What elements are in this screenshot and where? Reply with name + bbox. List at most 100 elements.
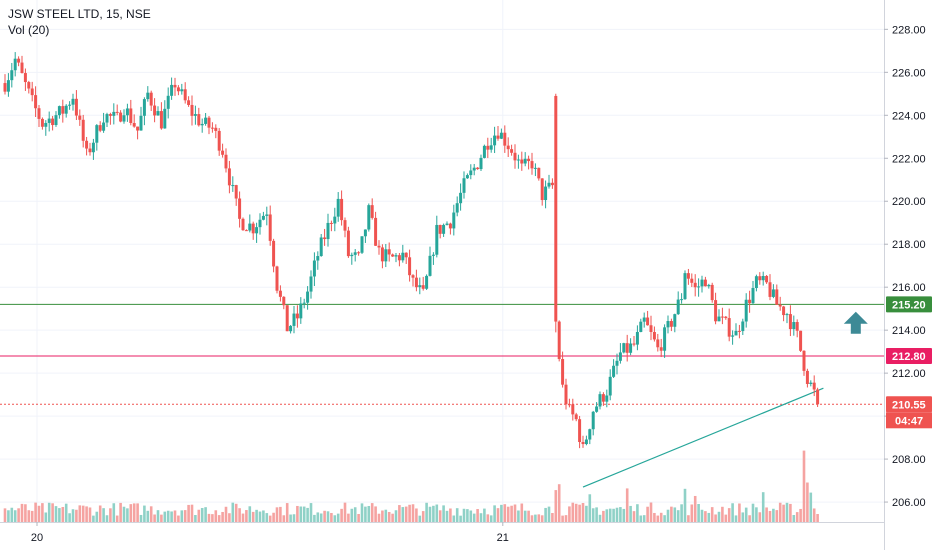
price-level-label-text: 215.20	[892, 299, 926, 311]
candle	[540, 178, 544, 206]
candle	[132, 114, 136, 128]
candle-body	[506, 145, 510, 150]
candle	[578, 415, 582, 449]
candle	[197, 107, 201, 127]
candle-body	[520, 159, 524, 164]
volume-bar	[119, 502, 122, 522]
candle	[64, 104, 68, 118]
volume-bar	[81, 505, 85, 522]
candle-body	[23, 73, 27, 83]
volume-bar	[51, 503, 54, 522]
candle	[523, 152, 527, 167]
candle-body	[710, 284, 714, 301]
candle-body	[758, 276, 762, 281]
price-level-label[interactable]: 215.20	[886, 296, 932, 313]
candle	[200, 118, 204, 133]
candle-body	[408, 257, 412, 276]
candle	[452, 204, 456, 236]
candle-body	[146, 92, 150, 100]
candle	[312, 252, 316, 287]
candle	[584, 435, 588, 446]
volume-bar	[272, 512, 275, 522]
volume-bar	[289, 514, 292, 522]
candle-body	[635, 331, 639, 345]
trendline-layer[interactable]	[582, 387, 824, 488]
volume-bar	[527, 510, 530, 522]
volume-bar	[568, 506, 571, 522]
candle-body	[299, 303, 303, 319]
volume-bar	[438, 510, 442, 522]
candle	[782, 305, 786, 322]
candle	[183, 82, 187, 104]
volume-bar	[204, 507, 207, 522]
candle	[180, 83, 184, 95]
volume-bar	[744, 507, 748, 522]
volume-bar	[326, 511, 330, 522]
price-level-label[interactable]: 210.55	[886, 396, 932, 413]
candlestick-series[interactable]	[3, 52, 820, 449]
candle	[292, 306, 296, 334]
candle	[421, 276, 425, 291]
up-arrow-shape	[843, 311, 868, 334]
volume-indicator-label[interactable]: Vol (20)	[8, 23, 50, 37]
candle-body	[37, 108, 41, 119]
candle	[210, 122, 214, 133]
volume-bar	[663, 515, 666, 522]
candle-body	[663, 327, 667, 351]
candle-body	[469, 170, 473, 176]
candle-body	[238, 198, 242, 219]
candle	[567, 398, 571, 408]
candle-body	[445, 223, 449, 225]
candle	[595, 402, 599, 413]
candle	[499, 128, 503, 140]
price-tick-label: 226.00	[892, 67, 926, 79]
candle	[251, 221, 255, 240]
candle	[622, 342, 626, 354]
price-level-label[interactable]: 212.80	[886, 347, 932, 364]
candle-body	[680, 299, 684, 301]
candle	[329, 220, 333, 232]
candle-body	[47, 118, 51, 123]
up-arrow-icon[interactable]	[843, 311, 868, 334]
candle-body	[200, 123, 204, 126]
candle	[217, 128, 221, 156]
candle-body	[6, 80, 10, 92]
volume-bar	[98, 505, 102, 522]
volume-bar	[160, 514, 163, 522]
volume-bar	[394, 510, 398, 522]
candle	[78, 109, 82, 126]
candle	[486, 137, 490, 159]
volume-bar	[738, 503, 741, 522]
volume-bar	[625, 488, 629, 522]
candle	[397, 253, 401, 267]
candle-body	[459, 192, 463, 204]
candle	[47, 111, 51, 132]
candle-body	[119, 112, 123, 122]
volume-bar	[68, 513, 71, 522]
candle-body	[20, 62, 24, 74]
candle	[176, 85, 180, 96]
candle-body	[567, 404, 571, 406]
candle	[404, 252, 408, 264]
candle-body	[112, 111, 116, 116]
price-level-label-bg	[886, 347, 932, 364]
volume-bar	[323, 510, 326, 522]
candle-body	[132, 123, 136, 127]
candle-body	[51, 118, 55, 126]
trendline[interactable]	[582, 387, 824, 488]
candle-body	[748, 299, 752, 304]
candle-body	[326, 222, 330, 240]
candle	[700, 275, 704, 293]
volume-bar	[418, 515, 422, 522]
volume-bar	[727, 508, 731, 522]
annotations[interactable]	[843, 311, 868, 334]
volume-bar	[687, 515, 690, 522]
symbol-title[interactable]: JSW STEEL LTD, 15, NSE	[8, 7, 151, 21]
volume-bar	[809, 492, 813, 522]
candle	[54, 111, 58, 127]
volume-bar	[109, 508, 112, 522]
candle-body	[316, 256, 320, 261]
